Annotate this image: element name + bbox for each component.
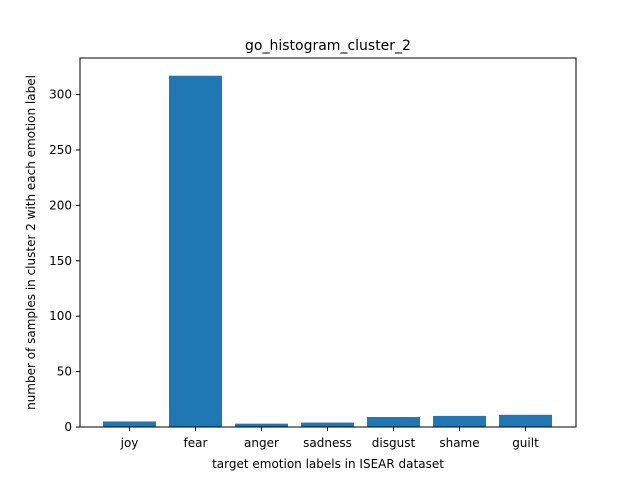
chart-title: go_histogram_cluster_2: [245, 38, 411, 54]
x-tick-label-guilt: guilt: [512, 436, 539, 450]
x-axis-label: target emotion labels in ISEAR dataset: [212, 457, 444, 471]
bar-guilt: [499, 414, 552, 427]
x-tick-label-shame: shame: [439, 436, 479, 450]
y-tick-label-0: 0: [64, 420, 72, 434]
y-tick-label-50: 50: [57, 365, 72, 379]
x-tick-label-fear: fear: [184, 436, 208, 450]
axes-frame: [79, 57, 577, 428]
bar-shame: [433, 415, 486, 427]
bar-anger: [235, 423, 288, 427]
y-axis-ticks: 0 50 100 150 200 250 300: [49, 88, 80, 434]
bar-disgust: [367, 417, 420, 427]
x-tick-label-sadness: sadness: [303, 436, 352, 450]
y-tick-label-150: 150: [49, 254, 72, 268]
x-tick-label-anger: anger: [244, 436, 279, 450]
bar-fear: [169, 75, 222, 427]
x-axis-ticks: joy fear anger sadness disgust shame guilt: [120, 427, 539, 450]
x-tick-label-disgust: disgust: [372, 436, 416, 450]
y-axis-label: number of samples in cluster 2 with each…: [24, 75, 38, 410]
bar-sadness: [301, 422, 354, 427]
x-tick-label-joy: joy: [120, 436, 139, 450]
y-tick-label-300: 300: [49, 88, 72, 102]
y-tick-label-200: 200: [49, 198, 72, 212]
y-tick-label-100: 100: [49, 309, 72, 323]
bars-group: [103, 75, 552, 427]
y-tick-label-250: 250: [49, 143, 72, 157]
bar-joy: [103, 421, 156, 427]
